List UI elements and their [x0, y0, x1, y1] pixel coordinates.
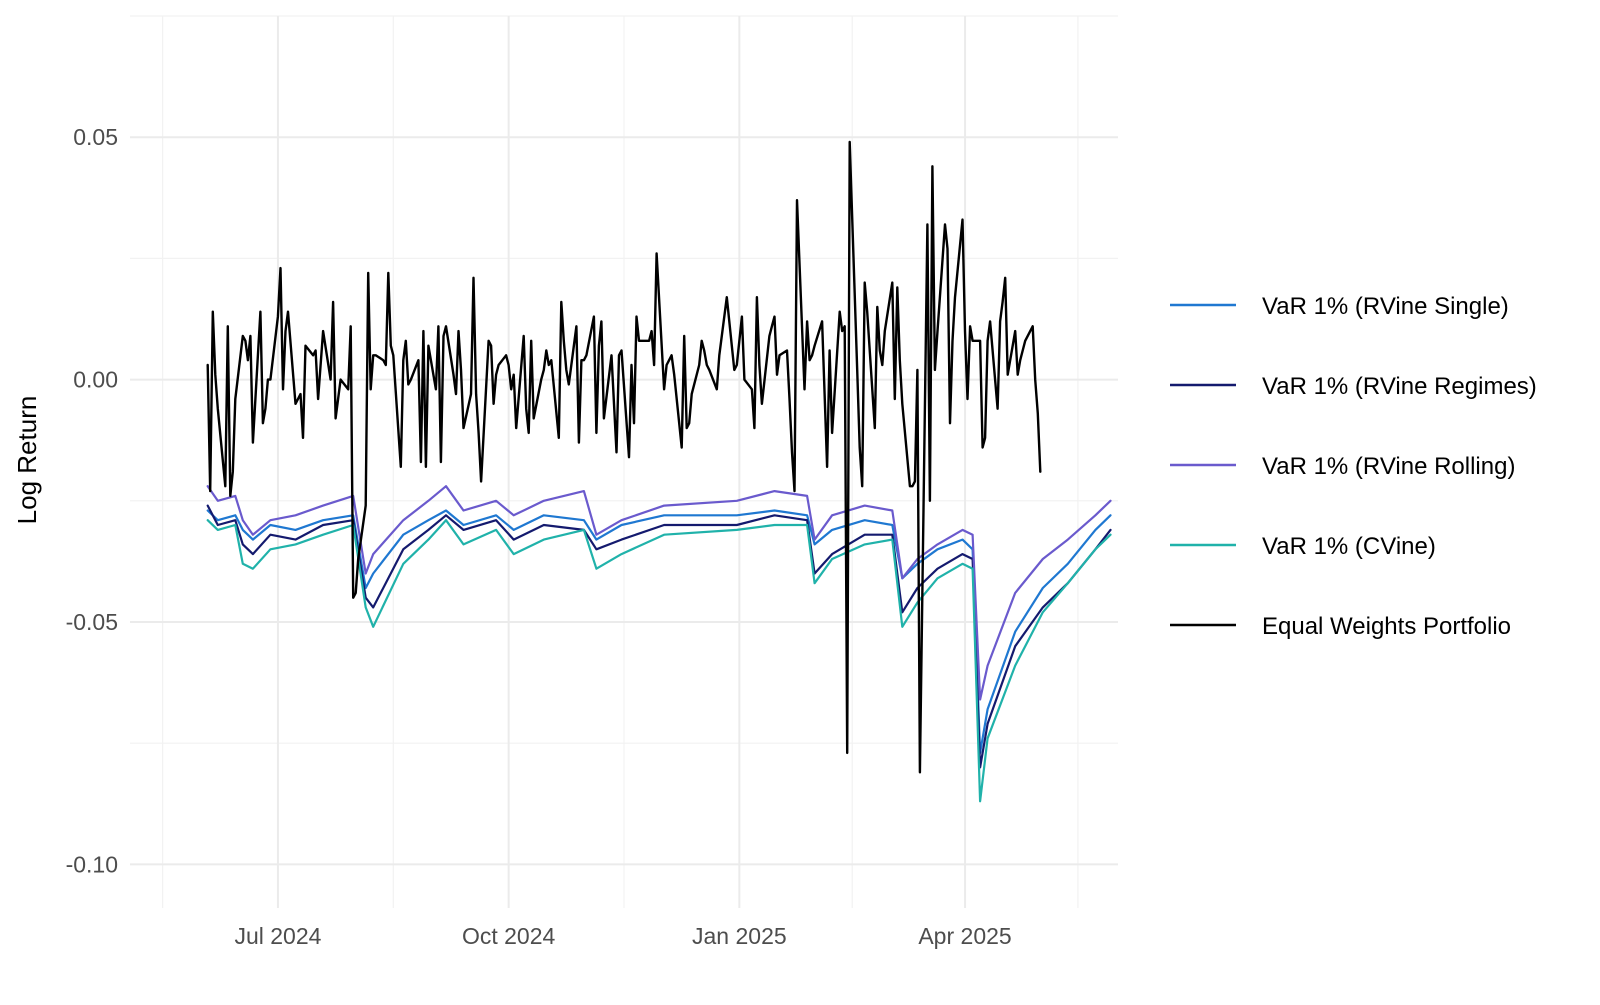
- legend-label-var-1-rvine-regimes: VaR 1% (RVine Regimes): [1262, 373, 1537, 400]
- legend: VaR 1% (RVine Single) VaR 1% (RVine Regim…: [1170, 293, 1537, 640]
- y-axis-title: Log Return: [12, 396, 42, 525]
- series-layer: [206, 140, 1112, 803]
- series-line-var-1-rvine-rolling: [206, 485, 1112, 701]
- legend-label-var-1-cvine: VaR 1% (CVine): [1262, 533, 1436, 560]
- y-tick-label: 0.00: [73, 367, 118, 393]
- x-tick-label: Apr 2025: [918, 923, 1011, 949]
- legend-label-var-1-rvine-rolling: VaR 1% (RVine Rolling): [1262, 453, 1515, 480]
- grid-layer: [130, 15, 1118, 908]
- y-tick-label: -0.10: [66, 851, 118, 877]
- y-tick-label: -0.05: [66, 609, 118, 635]
- x-tick-label: Jan 2025: [692, 923, 787, 949]
- axis-layer: 0.05 0.00 -0.05 -0.10 Jul 2024 Oct 2024 Jan 20…: [66, 124, 1012, 949]
- legend-label-equal-weights-portfolio: Equal Weights Portfolio: [1262, 613, 1511, 640]
- legend-label-var-1-rvine-single: VaR 1% (RVine Single): [1262, 293, 1509, 320]
- y-tick-label: 0.05: [73, 124, 118, 150]
- series-line-var-1-cvine: [206, 519, 1112, 803]
- x-tick-label: Oct 2024: [462, 923, 556, 949]
- x-tick-label: Jul 2024: [234, 923, 321, 949]
- series-line-equal-weights-portfolio: [206, 140, 1042, 774]
